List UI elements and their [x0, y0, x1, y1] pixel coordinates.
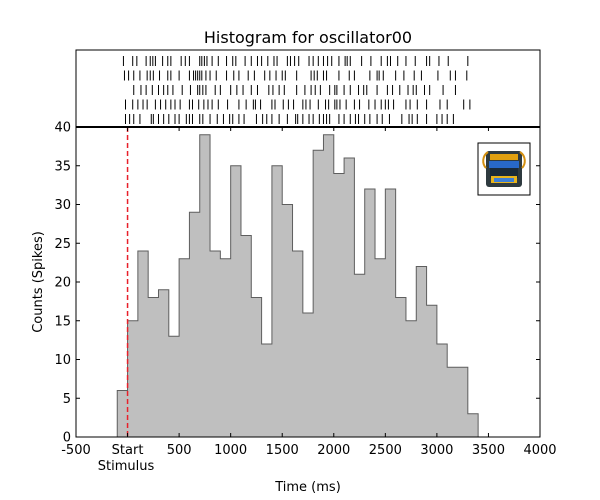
x-tick-label: 3500 — [472, 443, 505, 458]
y-tick-label: 20 — [54, 276, 71, 291]
stimulus-label: Stimulus — [98, 459, 155, 474]
x-tick-label: 2000 — [317, 443, 350, 458]
x-tick-label: 500 — [167, 443, 192, 458]
x-tick-label: 1500 — [266, 443, 299, 458]
x-tick-label: Start — [112, 443, 144, 458]
oscillator-logo-icon — [477, 142, 531, 196]
y-axis-label: Counts (Spikes) — [31, 231, 46, 333]
histogram-bars — [116, 134, 479, 438]
raster-panel — [75, 49, 541, 128]
y-tick-label: 0 — [63, 431, 71, 446]
y-axis: 0 5 10 15 20 25 30 35 40 — [54, 121, 540, 446]
x-tick-label: 2500 — [369, 443, 402, 458]
x-tick-label: 3000 — [420, 443, 453, 458]
x-axis-label: Time (ms) — [274, 480, 341, 495]
x-axis: -500 Start 500 1000 1500 2000 2500 3000 3500 4000 — [61, 127, 557, 458]
y-tick-label: 30 — [54, 198, 71, 213]
y-tick-label: 10 — [54, 353, 71, 368]
y-tick-label: 40 — [54, 121, 71, 136]
y-tick-label: 15 — [54, 314, 71, 329]
y-tick-label: 5 — [63, 392, 71, 407]
y-tick-label: 25 — [54, 237, 71, 252]
x-tick-label: 1000 — [214, 443, 247, 458]
y-tick-label: 35 — [54, 159, 71, 174]
x-tick-label: 4000 — [523, 443, 556, 458]
x-tick-label: -500 — [61, 443, 91, 458]
spike-raster — [122, 56, 471, 124]
chart-title: Histogram for oscillator00 — [204, 28, 412, 47]
